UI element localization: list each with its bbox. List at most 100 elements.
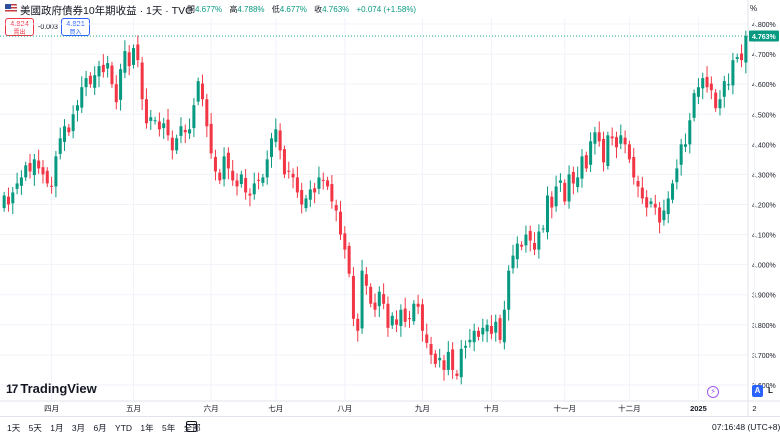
range-5y[interactable]: 5年 [162,423,176,433]
range-all[interactable]: 全部 [183,423,201,433]
candle [369,286,373,304]
candle [714,92,718,109]
candle [576,177,580,188]
candle [326,180,330,187]
buy-price: 4.821 [66,19,85,28]
buy-label: 買入 [69,29,82,36]
candle [244,178,248,193]
y-tick-label: 4.800% [752,22,776,29]
percent-toggle-button[interactable]: % [750,4,758,13]
candle [395,319,399,325]
range-ytd[interactable]: YTD [115,423,133,433]
candle [67,127,71,133]
candle [511,255,515,269]
candle [731,60,735,86]
candle [209,123,213,154]
candle [382,294,386,304]
candle [571,172,575,184]
y-tick-label: 3.600% [752,383,776,390]
candle [235,180,239,187]
candle [123,51,127,73]
candle [183,129,187,133]
candle [541,228,545,230]
low-label: 低 [271,5,280,14]
candle [287,170,291,172]
candle [261,177,265,183]
candle [735,57,739,59]
candle [390,315,394,326]
candle [563,182,567,202]
candle [455,373,459,376]
candle [580,156,584,179]
candle [619,135,623,144]
candle [675,168,679,183]
candle [226,152,230,169]
candle [45,170,49,184]
y-tick-label: 4.200% [752,202,776,209]
range-6m[interactable]: 6月 [93,423,107,433]
candle [623,137,627,145]
lightning-icon[interactable]: ⚡ [707,386,719,398]
candle [248,193,252,196]
candle [545,195,549,233]
candle [718,99,722,109]
y-tick-label: 4.400% [752,142,776,149]
y-tick-label: 3.800% [752,323,776,330]
auto-scale-button[interactable]: A [752,385,763,397]
range-5d[interactable]: 5天 [28,423,42,433]
x-tick-label: 十月 [484,403,499,413]
candle [649,201,653,204]
last-price-badge [749,30,779,42]
candle [360,270,364,329]
candle [300,190,304,205]
candle [175,138,179,151]
candle [308,189,312,200]
range-1m[interactable]: 1月 [50,423,64,433]
price-chart[interactable]: 4.800% 4.700% 4.600% 4.500% 4.400% 4.300% 4.20… [0,0,780,416]
candle [696,87,700,97]
range-1d[interactable]: 1天 [7,423,21,433]
candle [101,64,105,73]
candle [80,87,84,108]
candle [442,360,446,370]
candle [343,233,347,250]
sell-button[interactable]: 4.824 賣出 [5,18,34,36]
candle [645,197,649,208]
candle [705,76,709,88]
candle [313,188,317,193]
clock-display[interactable]: 07:16:48 (UTC+8) [712,422,780,432]
range-3m[interactable]: 3月 [71,423,86,433]
candle [252,183,256,195]
candle [213,156,217,172]
candle [416,303,420,307]
candle [218,172,222,181]
candle [291,173,295,178]
candle [709,83,713,91]
candle [144,99,148,124]
candle [533,242,537,250]
tradingview-logo[interactable]: 17 TradingView [6,381,97,396]
candle [196,81,200,102]
buy-button[interactable]: 4.821 買入 [61,18,90,36]
candle [153,120,157,122]
candle [727,84,731,86]
candle [550,196,554,208]
candle [692,93,696,118]
candle [24,165,28,178]
candle [351,276,355,319]
log-scale-button[interactable]: L [768,386,773,395]
candle [373,302,377,310]
range-1y[interactable]: 1年 [140,423,154,433]
candle [136,44,140,61]
candle [188,129,192,134]
x-tick-label: 十二月 [618,403,641,413]
candle [476,330,481,337]
x-tick-label: 2025 [690,404,707,413]
y-tick-label: 4.100% [752,233,776,240]
symbol-title[interactable]: 美國政府債券10年期收益 · 1天 · TVC [20,5,193,17]
ohlc-readout: 開4.677% 高4.788% 低4.677% 收4.763% +0.074 (… [187,4,421,15]
candle [222,156,226,180]
candle [93,75,97,88]
calendar-icon[interactable] [186,421,197,432]
spread-value: -0.003 [38,24,58,31]
